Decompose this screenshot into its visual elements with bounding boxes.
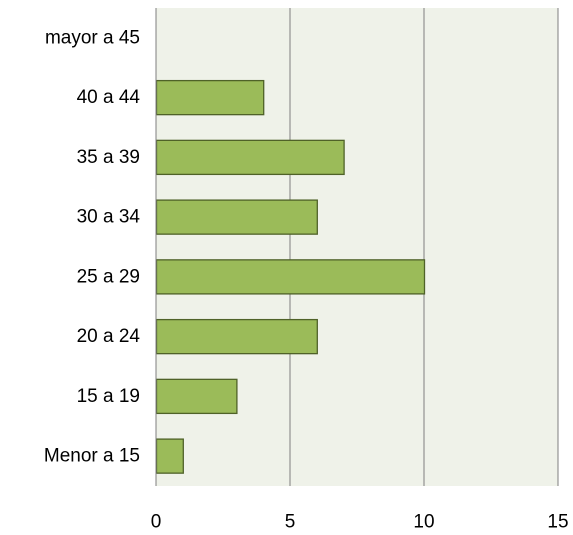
category-label: 40 a 44 xyxy=(77,87,141,108)
category-label: 20 a 24 xyxy=(77,326,141,347)
value-tick-label: 0 xyxy=(151,512,162,533)
category-label: 25 a 29 xyxy=(77,266,140,287)
bars xyxy=(155,79,426,474)
category-label: 30 a 34 xyxy=(77,207,141,228)
gridlines xyxy=(289,8,559,486)
plot-area xyxy=(156,8,558,486)
bar-25-a-29 xyxy=(155,259,426,295)
bar-30-a-34 xyxy=(155,199,318,235)
category-label: mayor a 45 xyxy=(45,27,140,48)
category-labels: Menor a 15 15 a 19 20 a 24 25 a 29 30 a 34 35… xyxy=(44,27,141,466)
category-label: 15 a 19 xyxy=(77,386,140,407)
category-label: Menor a 15 xyxy=(44,446,140,467)
bar-40-a-44 xyxy=(155,79,265,116)
value-tick-label: 15 xyxy=(547,512,568,533)
bar-15-a-19 xyxy=(155,378,238,415)
bar-menor-a-15 xyxy=(155,438,184,474)
category-label: 35 a 39 xyxy=(77,147,140,168)
value-tick-label: 10 xyxy=(413,512,434,533)
value-tick-label: 5 xyxy=(285,512,296,533)
bar-35-a-39 xyxy=(155,139,345,176)
bar-20-a-24 xyxy=(155,318,318,355)
value-tick-labels: 0 5 10 15 xyxy=(151,512,569,533)
